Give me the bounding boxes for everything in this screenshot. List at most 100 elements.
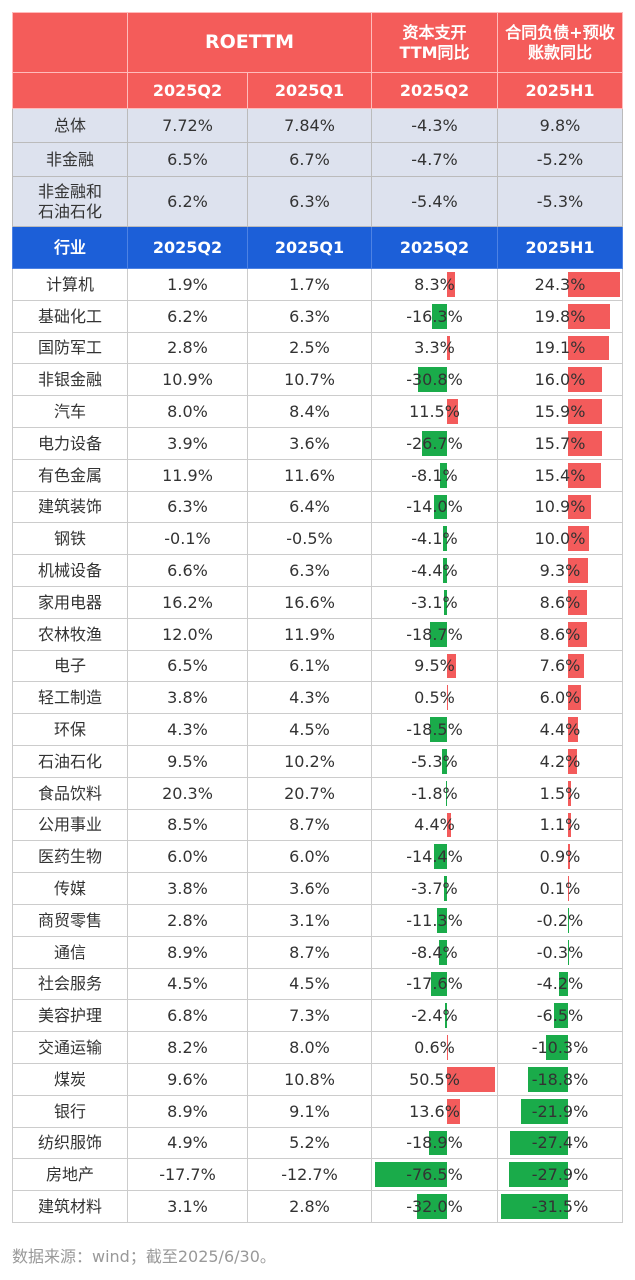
- data-bar: [445, 1003, 448, 1029]
- cell-text: 商贸零售: [37, 910, 102, 930]
- header-cell: ROETTM: [127, 12, 372, 73]
- cell: -2.4%: [371, 999, 498, 1033]
- data-bar: [568, 653, 585, 679]
- summary-cell: -4.7%: [371, 142, 498, 177]
- cell-text: 石油石化: [37, 751, 102, 771]
- cell: 公用事业: [12, 808, 128, 842]
- data-row: 交通运输 8.2% 8.0% 0.6% -10.3%: [12, 1031, 623, 1064]
- cell-text: 16.0%: [534, 370, 586, 390]
- cell-text: 6.0%: [167, 847, 208, 867]
- cell-text: 建筑材料: [37, 1196, 102, 1216]
- cell-text: 6.3%: [289, 306, 330, 326]
- cell-text: -26.7%: [406, 433, 463, 453]
- summary-cell: 总体: [12, 108, 128, 143]
- cell-text: 通信: [53, 942, 86, 962]
- header-cell: 2025Q1: [247, 226, 372, 269]
- cell-text: -27.9%: [531, 1165, 589, 1185]
- cell-text: -5.3%: [411, 751, 458, 771]
- cell: 11.5%: [371, 395, 498, 428]
- cell-text: 建筑装饰: [37, 497, 102, 517]
- cell: -31.5%: [497, 1190, 623, 1223]
- cell-text: 20.7%: [284, 783, 335, 803]
- cell-text: -0.3%: [536, 942, 584, 962]
- cell: 轻工制造: [12, 681, 128, 715]
- cell-text: -8.1%: [411, 465, 458, 485]
- data-row: 建筑材料 3.1% 2.8% -32.0% -31.5%: [12, 1190, 623, 1223]
- cell: 商贸零售: [12, 903, 128, 937]
- summary-row: 非金融和 石油石化 6.2% 6.3% -5.4% -5.3%: [12, 176, 623, 227]
- cell: 钢铁: [12, 522, 128, 556]
- cell: 2.8%: [247, 1190, 372, 1223]
- cell: 1.5%: [497, 776, 623, 810]
- cell: -26.7%: [371, 426, 498, 460]
- cell: 3.1%: [127, 1190, 248, 1223]
- cell: 4.4%: [371, 808, 498, 842]
- cell-text: 电子: [53, 656, 86, 676]
- cell-text: 汽车: [53, 401, 86, 421]
- data-row: 建筑装饰 6.3% 6.4% -14.0% 10.9%: [12, 490, 623, 524]
- cell: 电子: [12, 649, 128, 683]
- cell-text: 9.6%: [167, 1069, 208, 1089]
- data-bar: [568, 335, 609, 361]
- header-cell: 资本支开 TTM同比: [371, 12, 498, 73]
- cell-text: -31.5%: [531, 1196, 589, 1216]
- cell: 8.0%: [127, 395, 248, 428]
- data-bar: [429, 717, 448, 742]
- cell-text: 7.3%: [289, 1006, 330, 1026]
- cell: 3.6%: [247, 426, 372, 460]
- data-row: 银行 8.9% 9.1% 13.6% -21.9%: [12, 1094, 623, 1128]
- data-row: 家用电器 16.2% 16.6% -3.1% 8.6%: [12, 585, 623, 619]
- cell: 0.1%: [497, 872, 623, 905]
- data-bar: [422, 430, 448, 456]
- cell-text: -3.1%: [411, 592, 458, 612]
- cell: 11.9%: [247, 617, 372, 651]
- cell-text: 2.8%: [167, 338, 208, 358]
- cell-text: 农林牧渔: [37, 624, 102, 644]
- cell: 6.4%: [247, 490, 372, 524]
- data-bar: [443, 876, 448, 901]
- data-row: 非银金融 10.9% 10.7% -30.8% 16.0%: [12, 363, 623, 397]
- cell-text: -16.3%: [406, 306, 463, 326]
- data-row: 通信 8.9% 8.7% -8.4% -0.3%: [12, 935, 623, 969]
- cell: 6.3%: [247, 554, 372, 587]
- cell: -18.7%: [371, 617, 498, 651]
- cell-text: 4.3%: [167, 719, 208, 739]
- cell-text: 50.5%: [409, 1069, 460, 1089]
- cell: 20.3%: [127, 776, 248, 810]
- cell-text: -4.4%: [411, 560, 458, 580]
- data-bar: [429, 1130, 448, 1156]
- cell: 8.3%: [371, 268, 498, 301]
- cell: 9.5%: [371, 649, 498, 683]
- cell: 9.3%: [497, 554, 623, 587]
- cell-text: 房地产: [45, 1165, 94, 1185]
- cell: 6.6%: [127, 554, 248, 587]
- cell: 非银金融: [12, 363, 128, 397]
- cell: 1.1%: [497, 808, 623, 842]
- cell: 纺织服饰: [12, 1126, 128, 1160]
- cell-text: 1.5%: [539, 783, 581, 803]
- cell-text: -17.7%: [159, 1165, 216, 1185]
- cell: 8.6%: [497, 585, 623, 619]
- cell: -5.3%: [371, 744, 498, 778]
- cell-text: 13.6%: [409, 1101, 460, 1121]
- cell-text: 有色金属: [37, 465, 102, 485]
- data-bar: [554, 1003, 569, 1029]
- cell-text: 8.5%: [167, 815, 208, 835]
- data-bar: [430, 971, 448, 997]
- data-bar: [568, 812, 571, 838]
- data-bar: [417, 1194, 448, 1219]
- data-row: 钢铁 -0.1% -0.5% -4.1% 10.0%: [12, 522, 623, 556]
- summary-cell: -5.3%: [497, 176, 623, 227]
- cell-text: 1.7%: [289, 274, 330, 294]
- cell-text: 16.6%: [284, 592, 335, 612]
- cell-text: -76.5%: [406, 1165, 463, 1185]
- cell-text: 10.9%: [162, 370, 213, 390]
- cell-text: 6.0%: [289, 847, 330, 867]
- cell: -1.8%: [371, 776, 498, 810]
- data-bar: [568, 430, 602, 456]
- cell: 家用电器: [12, 585, 128, 619]
- summary-cell: 9.8%: [497, 108, 623, 143]
- cell: -8.4%: [371, 935, 498, 969]
- cell-text: 4.5%: [289, 719, 330, 739]
- cell-text: 2.5%: [289, 338, 330, 358]
